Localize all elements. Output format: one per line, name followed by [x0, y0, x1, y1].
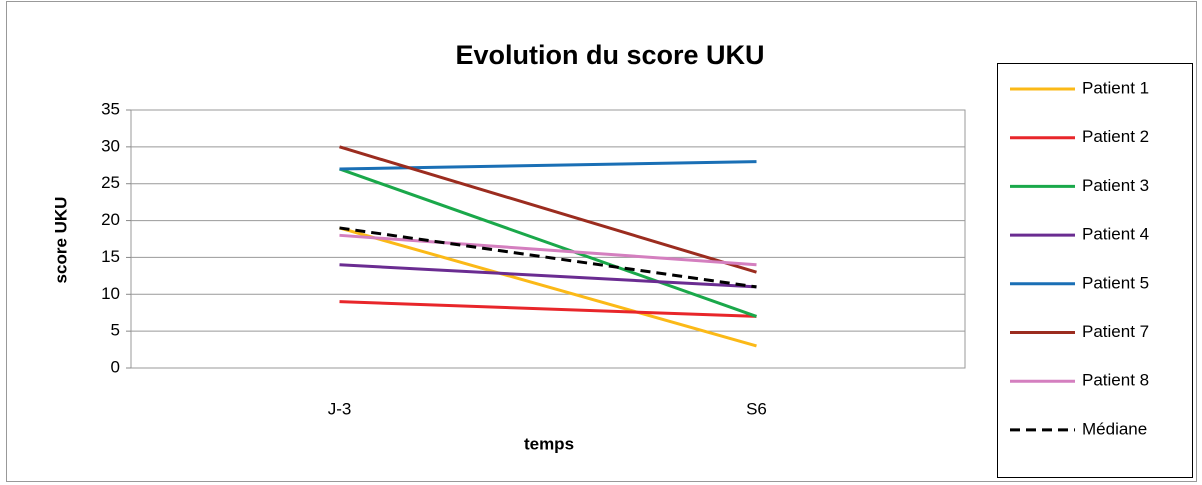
legend-label: Patient 7	[1082, 322, 1149, 341]
series-line	[339, 263, 757, 289]
plot-area	[130, 109, 966, 369]
y-tick-label: 10	[101, 284, 120, 303]
legend-box	[997, 63, 1193, 478]
y-axis-label: score UKU	[51, 197, 70, 284]
legend-label: Patient 4	[1082, 225, 1149, 244]
y-tick-label: 30	[101, 136, 120, 155]
series-line	[339, 167, 757, 318]
legend-label: Patient 5	[1082, 273, 1149, 292]
series-line	[339, 145, 757, 274]
y-tick-label: 20	[101, 210, 120, 229]
legend-label: Patient 2	[1082, 127, 1149, 146]
x-tick-label: S6	[746, 399, 767, 418]
series-line	[339, 226, 757, 348]
x-axis-label: temps	[524, 434, 574, 453]
chart-title: Evolution du score UKU	[455, 40, 764, 70]
y-tick-label: 35	[101, 99, 120, 118]
legend-label: Patient 8	[1082, 371, 1149, 390]
legend-label: Patient 3	[1082, 176, 1149, 195]
series-line	[339, 300, 757, 318]
y-tick-label: 0	[111, 357, 120, 376]
legend-label: Patient 1	[1082, 78, 1149, 97]
y-tick-label: 5	[111, 321, 120, 340]
legend-label: Médiane	[1082, 419, 1147, 438]
series-line	[339, 226, 757, 289]
x-tick-label: J-3	[328, 399, 352, 418]
series-line	[339, 233, 757, 267]
y-tick-label: 15	[101, 247, 120, 266]
y-tick-label: 25	[101, 173, 120, 192]
